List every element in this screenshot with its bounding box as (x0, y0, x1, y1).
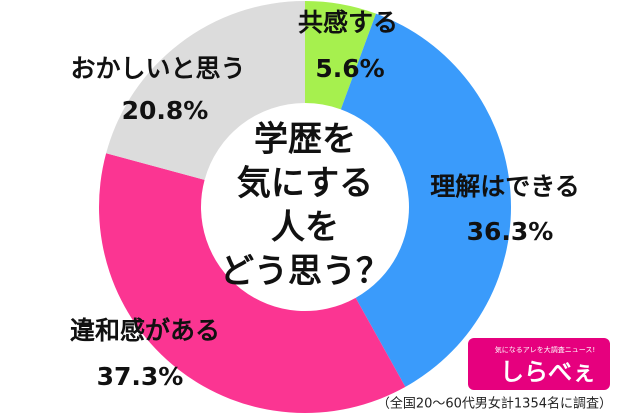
category-label: おかしいと思う (70, 54, 245, 83)
category-label: 理解はできる (430, 172, 580, 201)
slice (340, 13, 511, 387)
donut (98, 0, 511, 413)
value-label: 20.8% (122, 96, 209, 125)
value-label: 36.3% (467, 217, 554, 246)
logo-name: しらべぇ (500, 358, 596, 386)
category-label: 違和感がある (70, 316, 220, 345)
logo-tagline: 気になるアレを大調査ニュース! (495, 345, 595, 354)
slice (305, 1, 376, 110)
center-text: 人を (271, 208, 339, 248)
center-text: どう思う？ (220, 252, 390, 292)
slice (98, 153, 406, 413)
labels: 共感する 5.6% 理解はできる 36.3% 違和感がある 37.3% おかしいと思う 20.… (70, 8, 580, 391)
center-text: 気にする (237, 164, 373, 204)
value-label: 37.3% (97, 362, 184, 391)
center-text: 学歴を (254, 120, 356, 160)
slice (106, 0, 306, 180)
value-label: 5.6% (315, 54, 384, 83)
logo-box (468, 338, 610, 390)
note: （全国20～60代男女計1354名に調査） (377, 396, 612, 412)
category-label: 共感する (298, 8, 398, 37)
logo: 気になるアレを大調査ニュース! しらべぇ (468, 338, 610, 390)
